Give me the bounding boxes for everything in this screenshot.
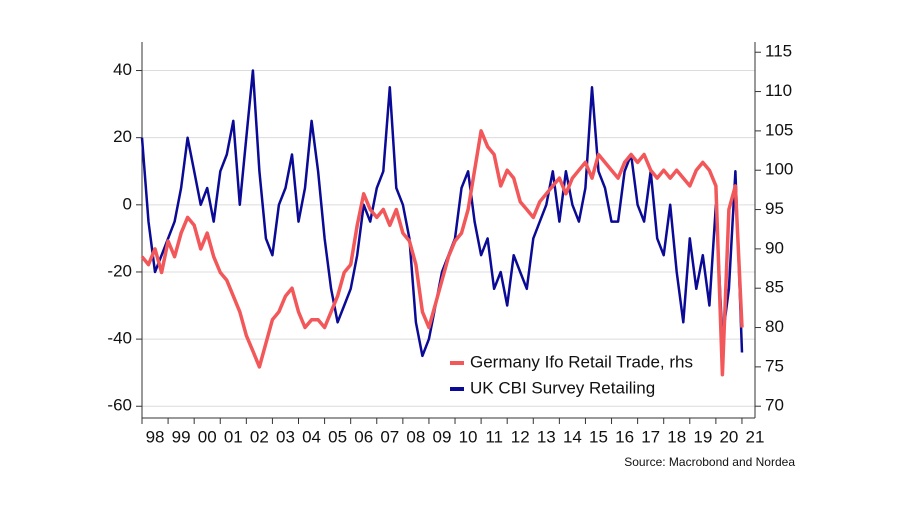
x-tick-label: 14 — [563, 427, 582, 446]
legend-label: UK CBI Survey Retailing — [470, 378, 655, 397]
y-tick-label: 20 — [113, 127, 132, 146]
x-tick-label: 07 — [380, 427, 399, 446]
y2-tick-label: 70 — [765, 396, 784, 415]
y2-tick-label: 75 — [765, 356, 784, 375]
y2-tick-label: 80 — [765, 317, 784, 336]
x-tick-label: 00 — [198, 427, 217, 446]
x-tick-label: 09 — [433, 427, 452, 446]
x-tick-label: 02 — [250, 427, 269, 446]
x-tick-label: 19 — [693, 427, 712, 446]
x-tick-label: 01 — [224, 427, 243, 446]
x-tick-label: 99 — [172, 427, 191, 446]
x-tick-label: 10 — [459, 427, 478, 446]
series-line — [140, 129, 744, 377]
y2-tick-label: 110 — [765, 81, 792, 100]
x-tick-label: 11 — [485, 427, 503, 446]
x-tick-label: 21 — [746, 427, 765, 446]
y-tick-label: -60 — [107, 396, 132, 415]
y2-tick-label: 95 — [765, 199, 784, 218]
x-tick-label: 98 — [146, 427, 165, 446]
x-tick-label: 12 — [511, 427, 530, 446]
x-tick-label: 08 — [406, 427, 425, 446]
y2-tick-label: 90 — [765, 238, 784, 257]
y2-tick-label: 100 — [765, 160, 793, 179]
x-tick-label: 13 — [537, 427, 556, 446]
y2-tick-label: 85 — [765, 278, 784, 297]
x-tick-label: 04 — [302, 427, 321, 446]
y-tick-label: 0 — [123, 194, 132, 213]
x-tick-label: 03 — [276, 427, 295, 446]
source-note: Source: Macrobond and Nordea — [624, 455, 795, 469]
x-tick-label: 16 — [615, 427, 634, 446]
y-tick-label: 40 — [113, 60, 132, 79]
x-tick-label: 20 — [719, 427, 738, 446]
series-line — [140, 69, 744, 358]
y2-tick-label: 105 — [765, 120, 793, 139]
y-tick-label: -20 — [107, 261, 132, 280]
x-tick-label: 18 — [667, 427, 686, 446]
x-tick-label: 05 — [328, 427, 347, 446]
x-tick-label: 15 — [589, 427, 608, 446]
legend-label: Germany Ifo Retail Trade, rhs — [470, 352, 693, 371]
y2-tick-label: 115 — [765, 42, 792, 61]
x-tick-label: 17 — [641, 427, 660, 446]
x-tick-label: 06 — [354, 427, 373, 446]
y-tick-label: -40 — [107, 329, 132, 348]
